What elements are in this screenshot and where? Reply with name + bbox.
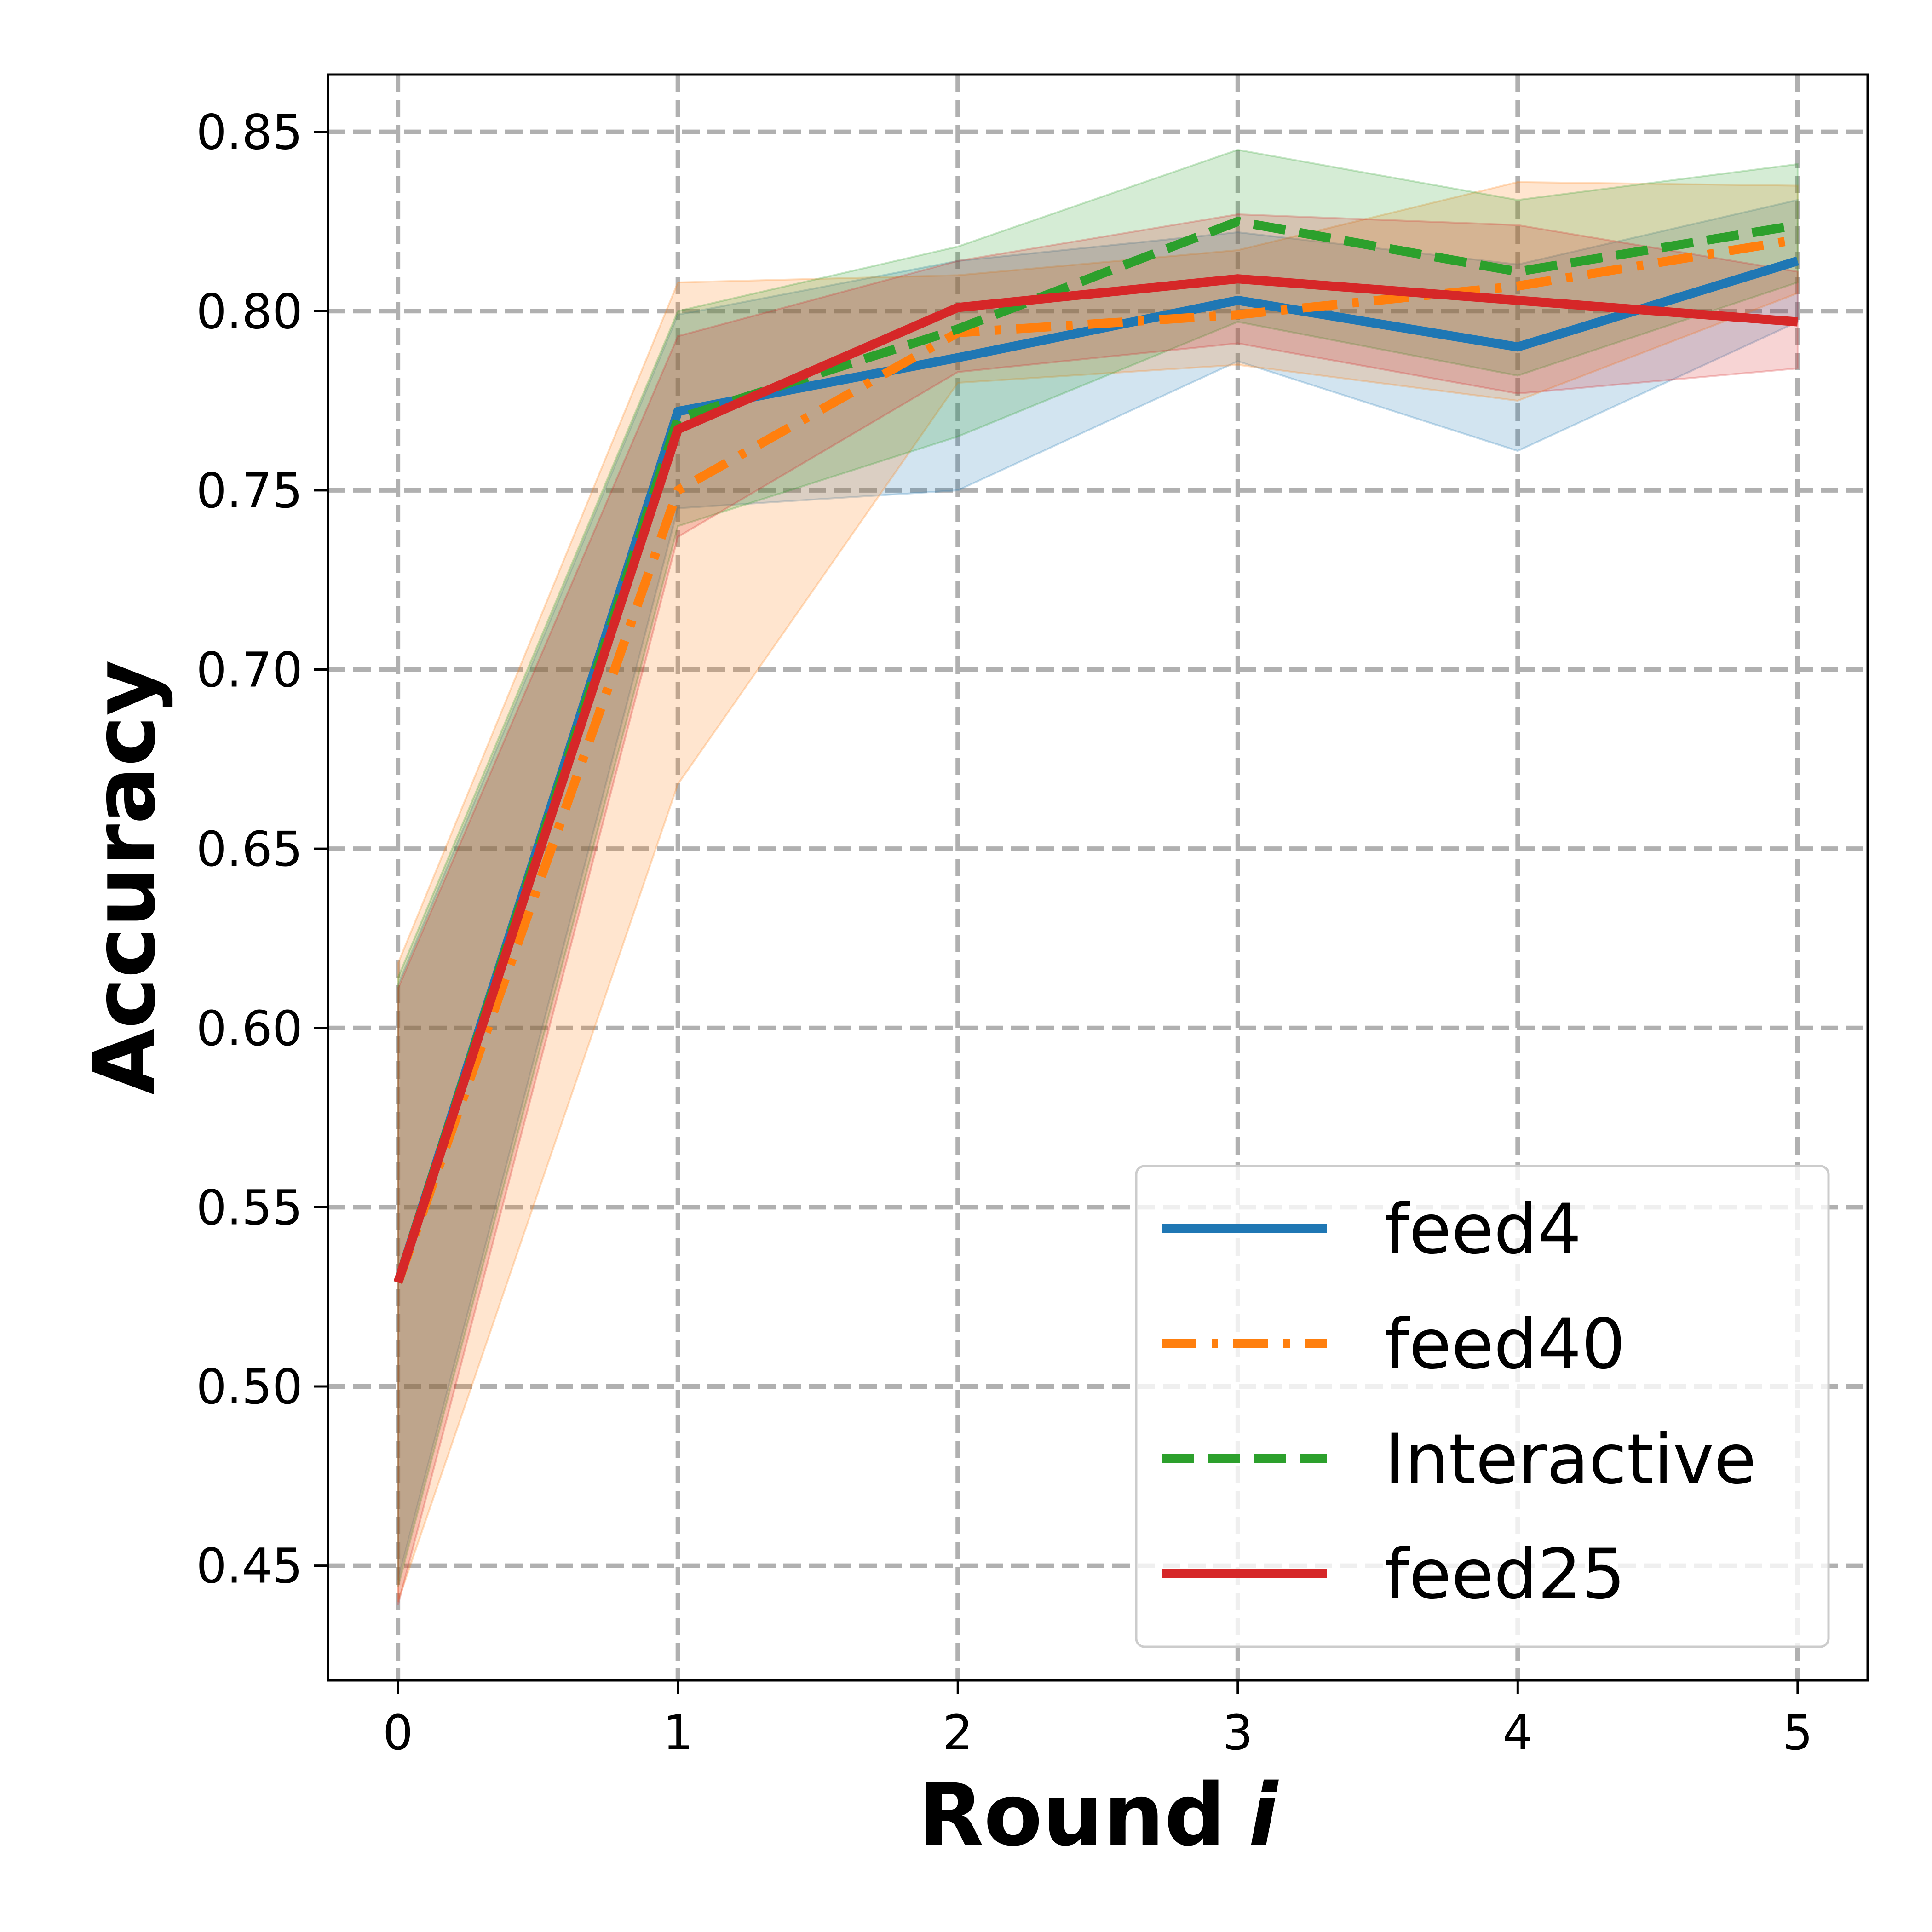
y-tick-label: 0.60 [196, 1000, 303, 1057]
y-tick-label: 0.45 [196, 1538, 303, 1594]
x-tick-label: 3 [1223, 1705, 1253, 1761]
x-tick-label: 4 [1502, 1705, 1533, 1761]
legend-items: feed4 feed40 Interactive feed25 [1162, 1190, 1756, 1615]
y-tick-label: 0.70 [196, 642, 303, 698]
legend-item-interactive: Interactive [1162, 1420, 1756, 1500]
x-axis-title-text: Round [918, 1765, 1225, 1865]
x-axis-title: Round i [918, 1765, 1279, 1865]
y-tick-label: 0.75 [196, 463, 303, 519]
series-lines [393, 217, 1799, 1284]
legend: feed4 feed40 Interactive feed25 [1135, 1165, 1830, 1648]
legend-item-feed4: feed4 [1162, 1190, 1581, 1270]
legend-box [1135, 1165, 1830, 1648]
y-tick-label: 0.85 [196, 104, 303, 161]
x-axis-title-variable: i [1248, 1765, 1279, 1865]
y-tick-label: 0.50 [196, 1359, 303, 1415]
x-tick-label: 1 [663, 1705, 693, 1761]
legend-label: feed40 [1385, 1305, 1625, 1385]
y-tick-label: 0.80 [196, 283, 303, 339]
y-tick-label: 0.55 [196, 1179, 303, 1236]
y-tick-label: 0.65 [196, 821, 303, 877]
x-tick-label: 5 [1782, 1705, 1813, 1761]
legend-label: Interactive [1385, 1420, 1756, 1500]
series-line-feed40 [393, 235, 1799, 1284]
legend-item-feed40: feed40 [1162, 1305, 1625, 1385]
y-axis-title: Accuracy [75, 660, 174, 1095]
legend-item-feed25: feed25 [1162, 1535, 1625, 1615]
plot-area-frame [327, 73, 1869, 1682]
series-line-feed25 [393, 274, 1798, 1284]
confidence-bands [397, 149, 1799, 1605]
legend-label: feed4 [1385, 1190, 1581, 1270]
confidence-band-feed25 [397, 213, 1799, 1605]
legend-label: feed25 [1385, 1535, 1625, 1615]
confidence-band-interactive [397, 149, 1799, 1587]
x-tick-label: 2 [943, 1705, 973, 1761]
x-tick-label: 0 [383, 1705, 413, 1761]
axis-ticks: 0 1 2 3 4 5 0.45 0.50 0.55 0.60 0.65 0.70 0.75 0.80 0.… [196, 104, 1813, 1761]
confidence-band-feed40 [397, 181, 1799, 1602]
